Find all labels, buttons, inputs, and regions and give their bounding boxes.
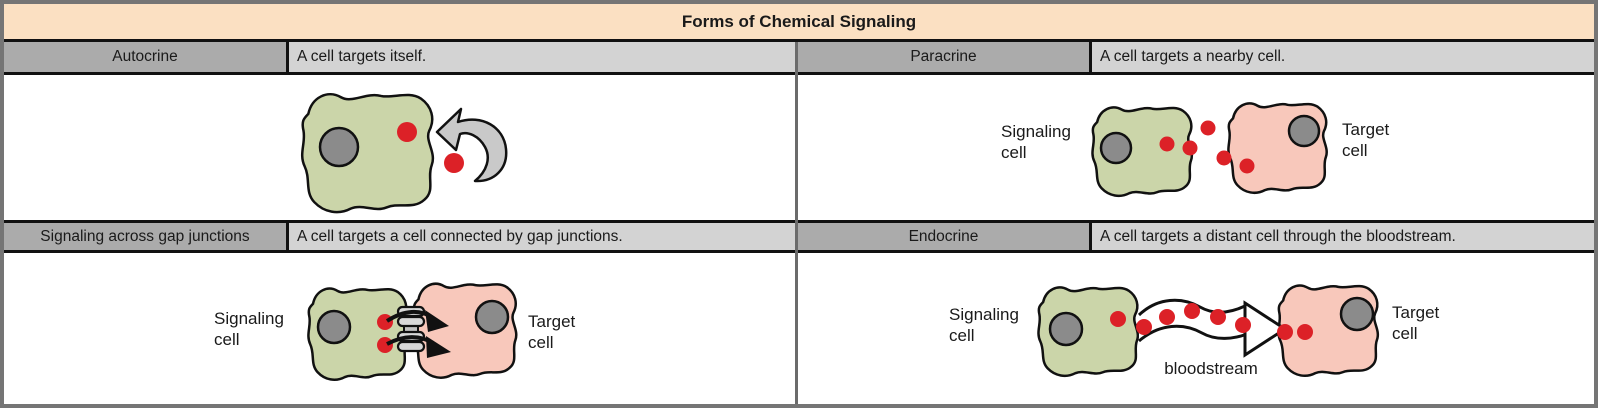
figure-title-bar: Forms of Chemical Signaling — [4, 4, 1594, 42]
ligand-dot — [1159, 136, 1175, 152]
paracrine-label-cell: Paracrine — [798, 42, 1092, 72]
signaling-cell-nucleus — [316, 309, 352, 345]
target-cell-nucleus — [1287, 114, 1321, 148]
signaling-cell-label: Signaling cell — [214, 309, 284, 349]
ligand-dot — [1184, 303, 1200, 319]
signal-arrowhead — [426, 336, 451, 358]
figure-title: Forms of Chemical Signaling — [681, 11, 917, 31]
target-cell-label: Target cell — [1342, 120, 1390, 160]
ligand-dot — [1239, 158, 1255, 174]
autocrine-nucleus — [318, 126, 360, 168]
ligand-dot — [377, 314, 393, 330]
ligand-dot — [397, 122, 417, 142]
signal-arrowhead — [425, 310, 449, 332]
autocrine-description-cell: A cell targets itself. — [289, 42, 795, 72]
column-divider — [795, 42, 798, 404]
target-cell-nucleus — [474, 299, 510, 335]
signaling-cell-nucleus — [1099, 131, 1133, 165]
bloodstream-tube-bottom — [1138, 324, 1248, 343]
paracrine-illustration: Signaling cell Target cell — [798, 75, 1594, 220]
ligand-dot — [444, 153, 464, 173]
ligand-dot — [377, 337, 393, 353]
figure-body: Autocrine A cell targets itself. Signali… — [4, 42, 1594, 404]
paracrine-description-cell: A cell targets a nearby cell. — [1092, 42, 1594, 72]
ligand-dot — [1210, 309, 1226, 325]
autocrine-illustration — [4, 75, 795, 220]
gap-junction-bar — [396, 315, 426, 328]
gap-junctions-label-cell: Signaling across gap junctions — [4, 223, 289, 250]
ligand-dot — [1235, 317, 1251, 333]
gap-junctions-header-row: Signaling across gap junctions A cell ta… — [4, 220, 795, 253]
ligand-dot — [1216, 150, 1232, 166]
gap-junction-bar — [396, 340, 426, 353]
gap-junctions-illustration: Signaling cell Target cell — [4, 253, 795, 404]
autocrine-recycle-arrow — [435, 107, 508, 183]
autocrine-header-row: Autocrine A cell targets itself. — [4, 42, 795, 75]
right-column: Paracrine A cell targets a nearby cell. … — [798, 42, 1594, 404]
endocrine-illustration: Signaling cell Target cell bloodstream — [798, 253, 1594, 404]
gap-junctions-description-cell: A cell targets a cell connected by gap j… — [289, 223, 795, 250]
endocrine-description-cell: A cell targets a distant cell through th… — [1092, 223, 1594, 250]
ligand-dot — [1110, 311, 1126, 327]
target-cell-label: Target cell — [1392, 303, 1440, 343]
ligand-dot — [1200, 120, 1216, 136]
autocrine-label-cell: Autocrine — [4, 42, 289, 72]
ligand-dot — [1297, 324, 1313, 340]
ligand-dot — [1159, 309, 1175, 325]
signaling-cell-label: Signaling cell — [949, 305, 1019, 345]
endocrine-header-row: Endocrine A cell targets a distant cell … — [798, 220, 1594, 253]
signaling-cell-label: Signaling cell — [1001, 122, 1071, 162]
target-cell-nucleus — [1339, 296, 1375, 332]
ligand-dot — [1182, 140, 1198, 156]
paracrine-header-row: Paracrine A cell targets a nearby cell. — [798, 42, 1594, 75]
signaling-cell-nucleus — [1048, 311, 1084, 347]
bloodstream-label: bloodstream — [1164, 359, 1258, 378]
target-cell-label: Target cell — [528, 312, 576, 352]
ligand-dot — [1277, 324, 1293, 340]
left-column: Autocrine A cell targets itself. Signali… — [4, 42, 795, 404]
endocrine-label-cell: Endocrine — [798, 223, 1092, 250]
ligand-dot — [1136, 319, 1152, 335]
bloodstream-tube-top — [1137, 298, 1246, 317]
